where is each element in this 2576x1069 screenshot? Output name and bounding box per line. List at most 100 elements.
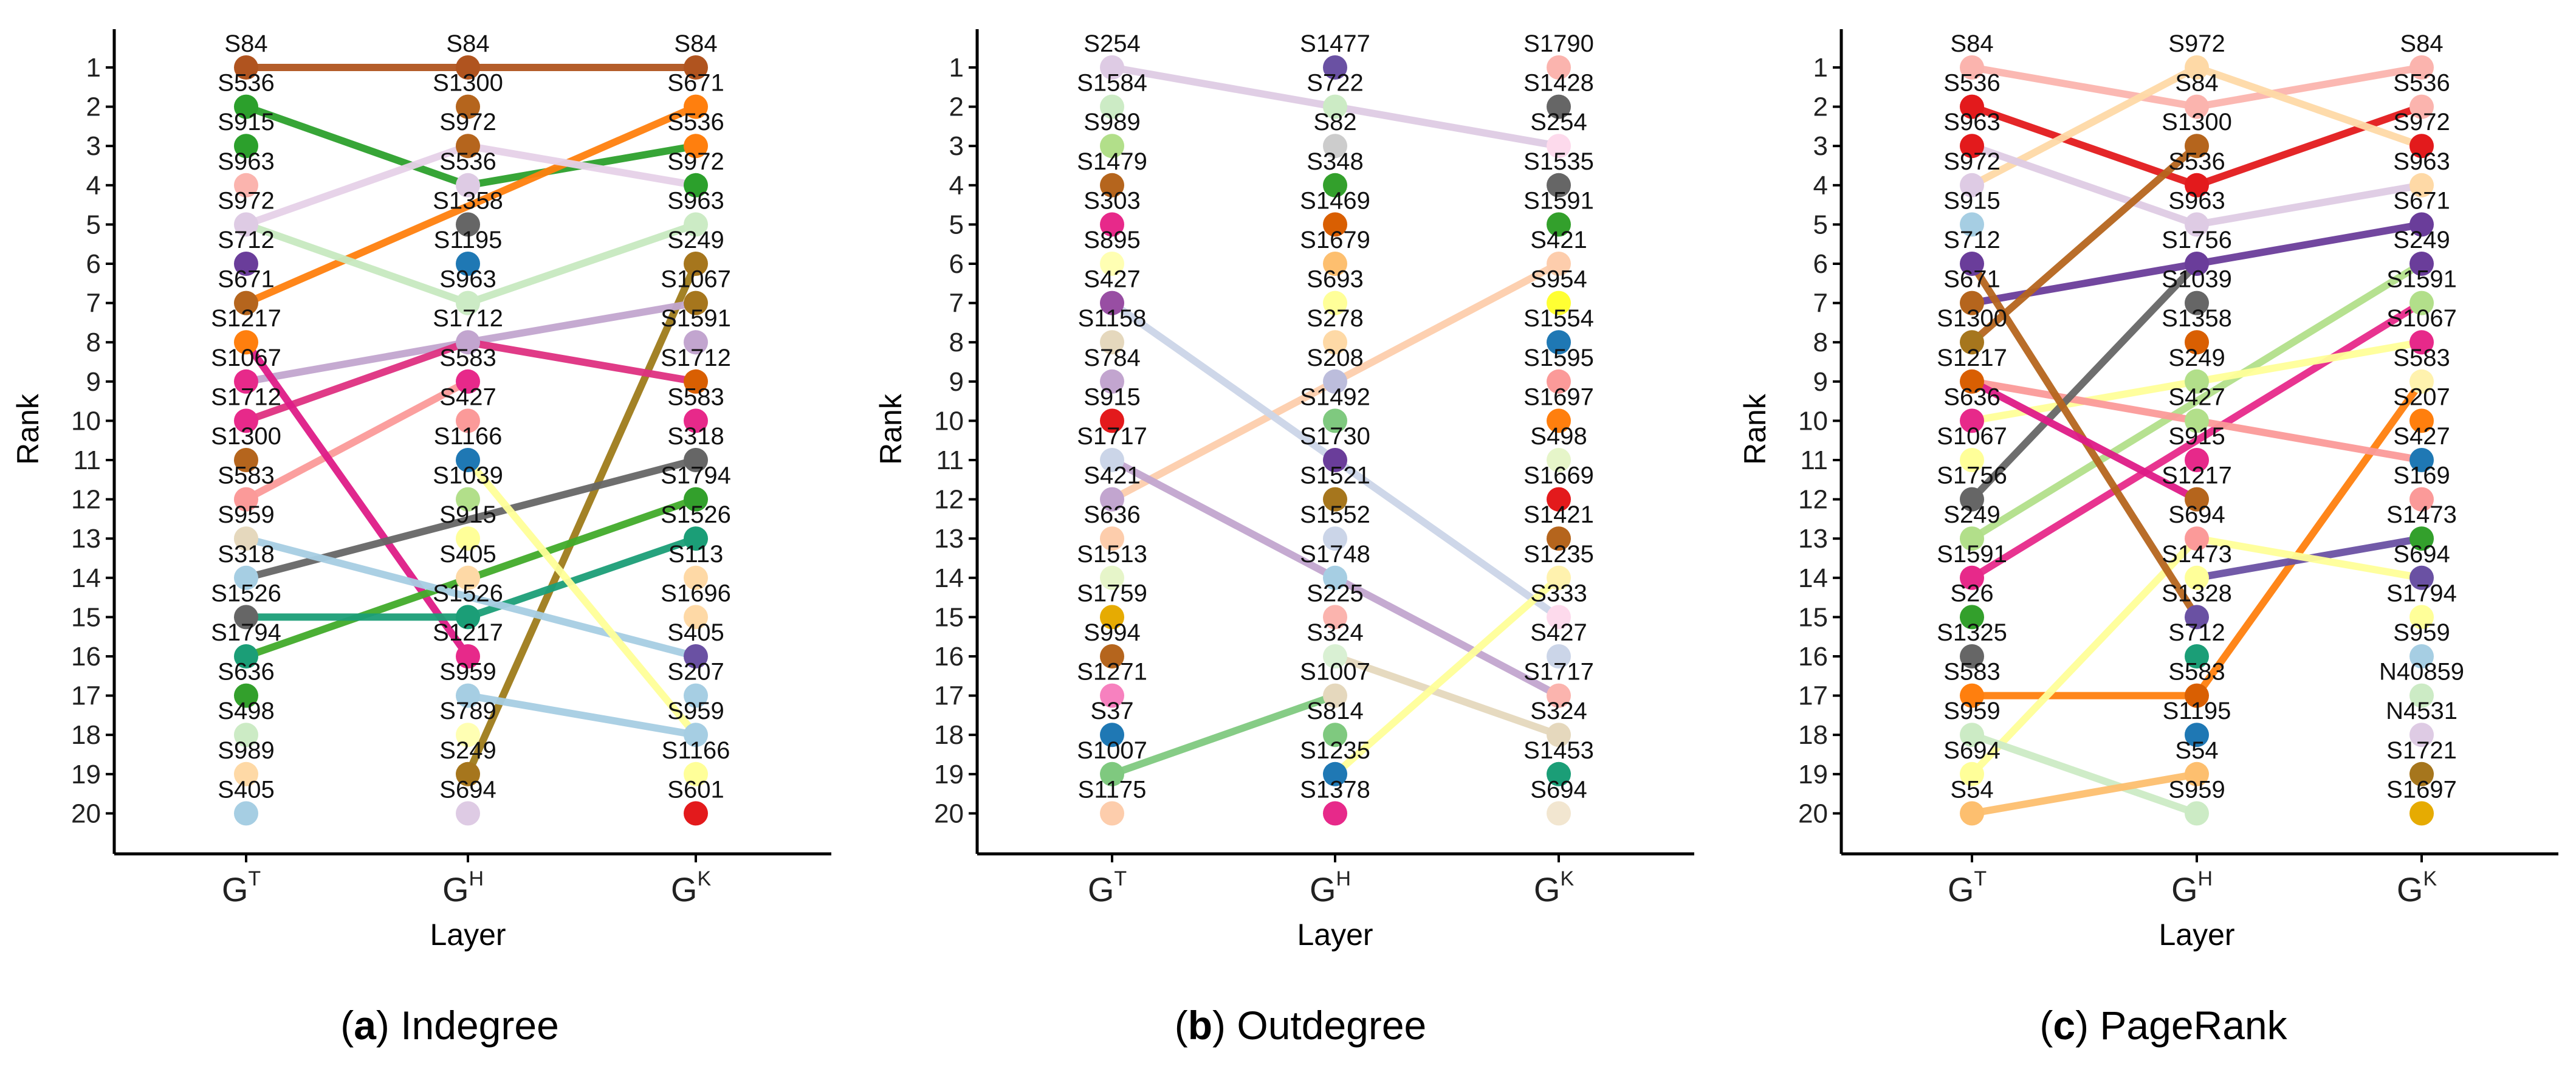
node-label: S1591 xyxy=(2386,266,2457,293)
node-label: S694 xyxy=(2393,541,2450,568)
series-line xyxy=(464,260,699,778)
rank-point xyxy=(1547,801,1571,826)
node-label: S1697 xyxy=(1523,383,1594,410)
rank-point xyxy=(456,605,480,630)
rank-point xyxy=(2185,644,2209,669)
node-label: S915 xyxy=(439,501,496,528)
y-tick-label: 15 xyxy=(71,602,101,632)
y-tick-label: 5 xyxy=(1813,210,1828,239)
rank-point xyxy=(1960,448,1984,472)
rank-point xyxy=(1323,134,1347,159)
node-label: S207 xyxy=(2393,383,2450,410)
rank-point xyxy=(1100,526,1124,551)
rank-point xyxy=(456,94,480,119)
node-label: S1067 xyxy=(661,266,731,293)
series-line xyxy=(1968,731,2200,817)
y-tick-label: 14 xyxy=(934,563,964,593)
rank-point xyxy=(1323,173,1347,198)
node-label: S318 xyxy=(667,423,724,450)
rank-point xyxy=(234,94,258,119)
rank-point xyxy=(234,487,258,512)
node-label: S333 xyxy=(1530,580,1587,607)
node-label: S278 xyxy=(1307,305,1363,332)
rank-point xyxy=(234,212,258,237)
node-label: S1175 xyxy=(1078,776,1147,803)
node-label: S1526 xyxy=(433,580,503,607)
rank-point xyxy=(684,644,708,669)
series-line xyxy=(1968,142,2200,346)
y-tick-label: 6 xyxy=(949,249,964,279)
node-label: S583 xyxy=(2393,345,2450,371)
y-tick-label: 20 xyxy=(934,799,964,828)
node-label: S1217 xyxy=(1937,345,2007,371)
y-tick-label: 4 xyxy=(86,171,101,201)
node-label: S1271 xyxy=(1077,659,1147,686)
rank-point xyxy=(2185,683,2209,708)
node-label: S814 xyxy=(1307,698,1363,724)
node-labels: S84 S536 S963 S972 S915 S712 S671 S1300 S1217 S63… xyxy=(1937,30,2464,803)
rank-point xyxy=(1547,290,1571,315)
node-label: S536 xyxy=(218,70,274,97)
node-label: S1712 xyxy=(661,345,731,371)
rank-point xyxy=(2409,605,2434,630)
node-label: S1007 xyxy=(1077,737,1147,764)
node-label: S712 xyxy=(1943,227,2000,253)
rank-point xyxy=(1323,605,1347,630)
y-tick-label: 3 xyxy=(86,131,101,161)
rank-point xyxy=(1547,526,1571,551)
node-label: S989 xyxy=(218,737,274,764)
node-label: S254 xyxy=(1084,30,1140,57)
node-label: S84 xyxy=(2175,70,2218,97)
node-label: S1477 xyxy=(1300,30,1370,57)
rank-point xyxy=(1547,173,1571,198)
node-label: S972 xyxy=(2393,109,2450,136)
rank-point xyxy=(234,448,258,472)
y-tick-label: 6 xyxy=(1813,249,1828,279)
rank-point xyxy=(2409,448,2434,472)
node-label: S318 xyxy=(218,541,274,568)
rank-point xyxy=(684,290,708,315)
node-label: S636 xyxy=(1943,383,2000,410)
node-label: S405 xyxy=(218,776,274,803)
rank-point xyxy=(2185,55,2209,80)
rank-point xyxy=(234,408,258,433)
node-label: S694 xyxy=(1530,776,1587,803)
rank-point xyxy=(234,290,258,315)
rank-point xyxy=(234,330,258,355)
node-label: N4531 xyxy=(2386,698,2458,724)
node-label: S959 xyxy=(218,501,274,528)
rank-point xyxy=(2409,134,2434,159)
node-label: S1717 xyxy=(1077,423,1147,450)
node-label: S1712 xyxy=(211,383,281,410)
rank-point xyxy=(2185,565,2209,590)
y-tick-label: 18 xyxy=(1798,720,1828,750)
y-axis-title: Rank xyxy=(11,393,45,465)
x-tick-label: GH xyxy=(2171,867,2213,909)
rank-point xyxy=(456,801,480,826)
rank-point xyxy=(456,369,480,394)
node-label: S254 xyxy=(1530,109,1587,136)
node-label: S26 xyxy=(1950,580,1993,607)
node-label: S1300 xyxy=(433,70,503,97)
node-label: S1217 xyxy=(2162,462,2232,489)
rank-point xyxy=(684,761,708,786)
node-label: S84 xyxy=(674,30,717,57)
node-label: S1669 xyxy=(1523,462,1594,489)
node-label: S915 xyxy=(2168,423,2225,450)
node-label: S1696 xyxy=(661,580,731,607)
y-tick-label: 1 xyxy=(949,53,964,83)
rank-point xyxy=(1323,487,1347,512)
y-tick-label: 13 xyxy=(934,524,964,554)
rank-point xyxy=(234,252,258,276)
rank-point xyxy=(1323,683,1347,708)
node-label: S536 xyxy=(1943,70,2000,97)
rank-point xyxy=(2409,565,2434,590)
node-label: S1790 xyxy=(1523,30,1594,57)
node-label: S959 xyxy=(2168,776,2225,803)
rank-point xyxy=(1547,487,1571,512)
series-line xyxy=(1968,770,2200,817)
node-label: S712 xyxy=(218,227,274,253)
node-label: S959 xyxy=(2393,619,2450,646)
node-label: S1469 xyxy=(1300,187,1370,214)
